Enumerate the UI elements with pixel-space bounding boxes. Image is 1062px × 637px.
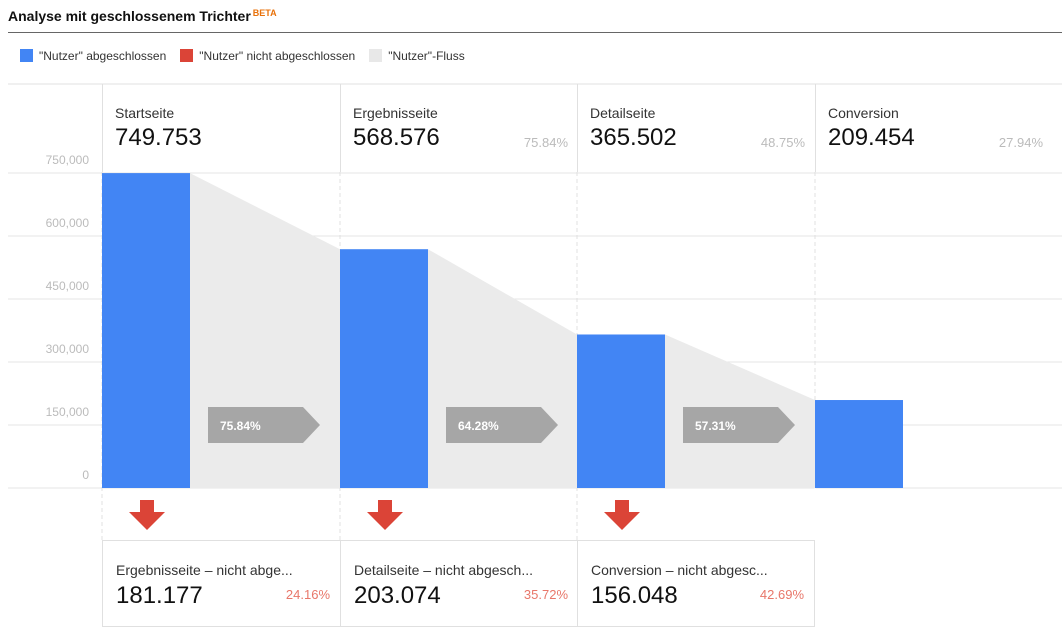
step-label: Conversion [828,105,899,121]
step-value: 749.753 [115,124,202,151]
y-tick-label: 600,000 [45,216,89,230]
step-value: 365.502 [590,124,677,151]
step-conversion-label: 57.31% [695,419,736,433]
step-value: 568.576 [353,124,440,151]
step-conversion-label: 75.84% [220,419,261,433]
step-label: Startseite [115,105,175,121]
dropoff-label: Conversion – nicht abgesc... [591,562,768,578]
legend-label: "Nutzer"-Fluss [388,49,465,63]
dropoff-arrow-icon [367,500,403,530]
legend-swatch [369,49,383,62]
step-conversion-arrow [446,407,558,443]
flow-area [428,249,577,488]
step-conversion-arrow [208,407,320,443]
y-tick-label: 300,000 [45,342,89,356]
legend-item-dropped: "Nutzer" nicht abgeschlossen [180,49,355,63]
legend-item-flow: "Nutzer"-Fluss [369,49,465,63]
title-divider [8,32,1062,33]
step-label: Detailseite [590,105,656,121]
y-tick-label: 450,000 [45,279,89,293]
dropoff-percent: 42.69% [759,587,804,602]
step-value: 209.454 [828,124,915,151]
dropoff-value: 156.048 [591,582,678,609]
legend: "Nutzer" abgeschlossen "Nutzer" nicht ab… [20,49,465,63]
step-percent: 27.94% [998,135,1043,150]
legend-swatch [180,49,194,62]
y-tick-label: 750,000 [45,153,89,167]
dropoff-value: 181.177 [116,582,203,609]
dropoff-percent: 35.72% [523,587,568,602]
bar-detailseite [577,334,665,488]
dropoff-label: Ergebnisseite – nicht abge... [116,562,293,578]
dropoff-arrow-icon [604,500,640,530]
bar-conversion [815,400,903,488]
dropoff-card[interactable]: Detailseite – nicht abgesch... 203.074 35.… [340,540,578,627]
legend-label: "Nutzer" abgeschlossen [39,49,167,63]
dropoff-card[interactable]: Ergebnisseite – nicht abge... 181.177 24.1… [102,540,340,627]
beta-badge: BETA [252,8,277,18]
step-header-conversion[interactable]: Conversion 209.454 27.94% [815,84,1053,172]
dropoff-label: Detailseite – nicht abgesch... [354,562,533,578]
step-label: Ergebnisseite [353,105,438,121]
step-header-detailseite[interactable]: Detailseite 365.502 48.75% [577,84,815,172]
step-conversion-label: 64.28% [458,419,499,433]
bar-ergebnisseite [340,249,428,488]
step-percent: 75.84% [523,135,568,150]
dropoff-percent: 24.16% [285,587,330,602]
bar-startseite [102,173,190,488]
dropoff-arrow-icon [129,500,165,530]
legend-item-completed: "Nutzer" abgeschlossen [20,49,166,63]
dropoff-card[interactable]: Conversion – nicht abgesc... 156.048 42.69… [577,540,815,627]
step-conversion-arrow [683,407,795,443]
step-header-startseite[interactable]: Startseite 749.753 [102,84,340,172]
title-text: Analyse mit geschlossenem Trichter [8,8,251,24]
legend-swatch [20,49,33,62]
y-tick-label: 0 [82,468,89,482]
legend-label: "Nutzer" nicht abgeschlossen [199,49,356,63]
step-header-ergebnisseite[interactable]: Ergebnisseite 568.576 75.84% [340,84,578,172]
step-percent: 48.75% [760,135,805,150]
report-title: Analyse mit geschlossenem Trichter BETA [8,8,277,24]
dropoff-value: 203.074 [354,582,441,609]
y-tick-label: 150,000 [45,405,89,419]
